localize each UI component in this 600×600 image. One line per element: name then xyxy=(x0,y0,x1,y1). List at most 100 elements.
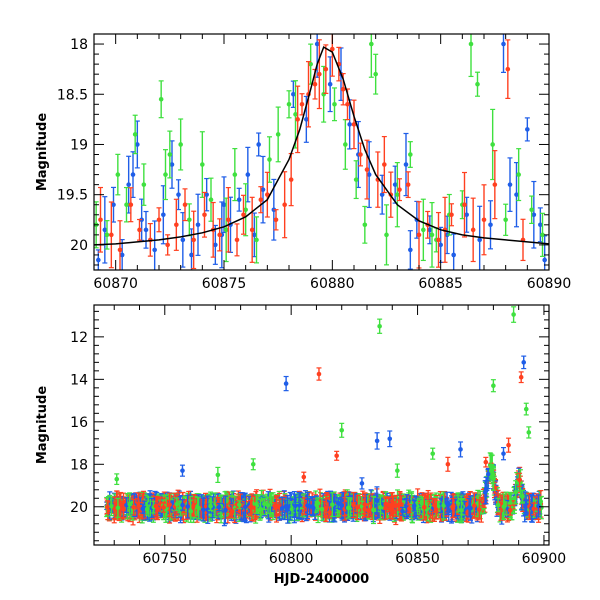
red-data-point xyxy=(329,34,335,77)
outlier-point xyxy=(316,367,322,381)
blue-data-point xyxy=(256,132,262,157)
data-point xyxy=(248,499,254,514)
blue-data-point xyxy=(531,180,537,249)
blue-data-point xyxy=(102,196,108,264)
data-point xyxy=(441,491,447,520)
data-point xyxy=(393,494,399,517)
green-data-point xyxy=(141,163,147,206)
outlier-point xyxy=(374,432,380,450)
blue-data-point xyxy=(95,249,101,270)
red-data-point xyxy=(481,184,487,256)
red-data-point xyxy=(295,85,301,154)
x-axis-label: HJD-2400000 xyxy=(274,572,369,587)
red-data-point xyxy=(288,152,294,207)
x-tick-label: 60870 xyxy=(93,276,138,292)
data-point xyxy=(115,497,121,518)
outlier-point xyxy=(521,355,527,370)
red-data-point xyxy=(217,218,223,252)
data-point xyxy=(279,496,285,520)
blue-data-point xyxy=(392,165,398,204)
green-data-point xyxy=(429,202,435,268)
y-tick-label: 18 xyxy=(70,37,88,53)
red-data-point xyxy=(98,186,103,253)
red-data-point xyxy=(470,197,476,263)
data-point xyxy=(285,494,291,524)
red-data-point xyxy=(351,99,357,150)
outlier-point xyxy=(114,473,120,486)
red-data-point xyxy=(492,150,498,220)
data-point xyxy=(144,504,150,514)
y-tick-label: 16 xyxy=(70,415,88,431)
blue-data-point xyxy=(507,157,513,212)
data-point xyxy=(400,506,406,516)
y-tick-label: 20 xyxy=(70,500,88,516)
data-point xyxy=(345,497,351,519)
data-point xyxy=(135,492,141,519)
data-point xyxy=(167,492,173,517)
outlier-point xyxy=(179,464,185,477)
outlier-point xyxy=(490,379,496,393)
data-point xyxy=(229,504,235,519)
blue-data-point xyxy=(260,155,266,224)
data-point xyxy=(517,472,523,488)
data-point xyxy=(265,496,271,514)
outlier-point xyxy=(339,422,345,438)
blue-data-point xyxy=(427,215,433,245)
data-point xyxy=(161,501,167,513)
red-data-point xyxy=(264,171,270,218)
red-data-point xyxy=(173,198,179,251)
data-point xyxy=(274,496,280,517)
red-data-point xyxy=(241,194,246,235)
green-data-point xyxy=(158,80,164,119)
data-point xyxy=(450,494,456,518)
data-point xyxy=(421,493,427,521)
data-point xyxy=(351,491,357,519)
blue-data-point xyxy=(477,205,483,270)
red-data-point xyxy=(449,203,454,227)
green-data-point xyxy=(132,114,138,155)
red-data-point xyxy=(258,186,264,214)
blue-data-point xyxy=(160,185,166,245)
data-point xyxy=(140,503,146,514)
green-data-point xyxy=(332,87,337,122)
green-data-point xyxy=(308,43,314,85)
outlier-point xyxy=(215,466,221,484)
blue-data-point xyxy=(501,34,506,73)
blue-data-point xyxy=(236,187,242,212)
green-data-point xyxy=(368,34,374,78)
data-point xyxy=(196,496,202,520)
data-point xyxy=(104,500,110,514)
outlier-point xyxy=(301,471,307,483)
outlier-point xyxy=(511,306,517,323)
data-point xyxy=(200,497,206,522)
y-tick-label: 20 xyxy=(70,238,88,254)
red-data-point xyxy=(137,218,142,241)
green-data-point xyxy=(275,106,281,163)
green-data-point xyxy=(232,148,238,202)
green-data-point xyxy=(243,183,249,237)
green-data-point xyxy=(516,148,522,202)
red-data-point xyxy=(202,191,207,238)
blue-data-point xyxy=(524,117,530,142)
red-data-point xyxy=(416,201,422,269)
data-point xyxy=(359,500,365,513)
blue-data-point xyxy=(169,140,175,189)
data-point xyxy=(483,476,489,505)
data-point xyxy=(519,490,525,503)
data-point xyxy=(216,502,222,512)
red-data-point xyxy=(381,135,387,194)
green-data-point xyxy=(394,162,400,228)
x-tick-label: 60900 xyxy=(522,551,567,567)
data-point xyxy=(253,494,259,514)
green-data-point xyxy=(353,160,359,200)
red-data-point xyxy=(117,220,123,270)
green-data-point xyxy=(373,53,379,95)
red-data-point xyxy=(108,201,114,269)
blue-data-point xyxy=(212,224,218,265)
data-point xyxy=(242,492,248,522)
data-point xyxy=(507,504,513,516)
blue-data-point xyxy=(407,230,413,270)
data-point xyxy=(406,504,412,514)
data-point xyxy=(163,494,169,523)
blue-data-point xyxy=(126,155,132,214)
